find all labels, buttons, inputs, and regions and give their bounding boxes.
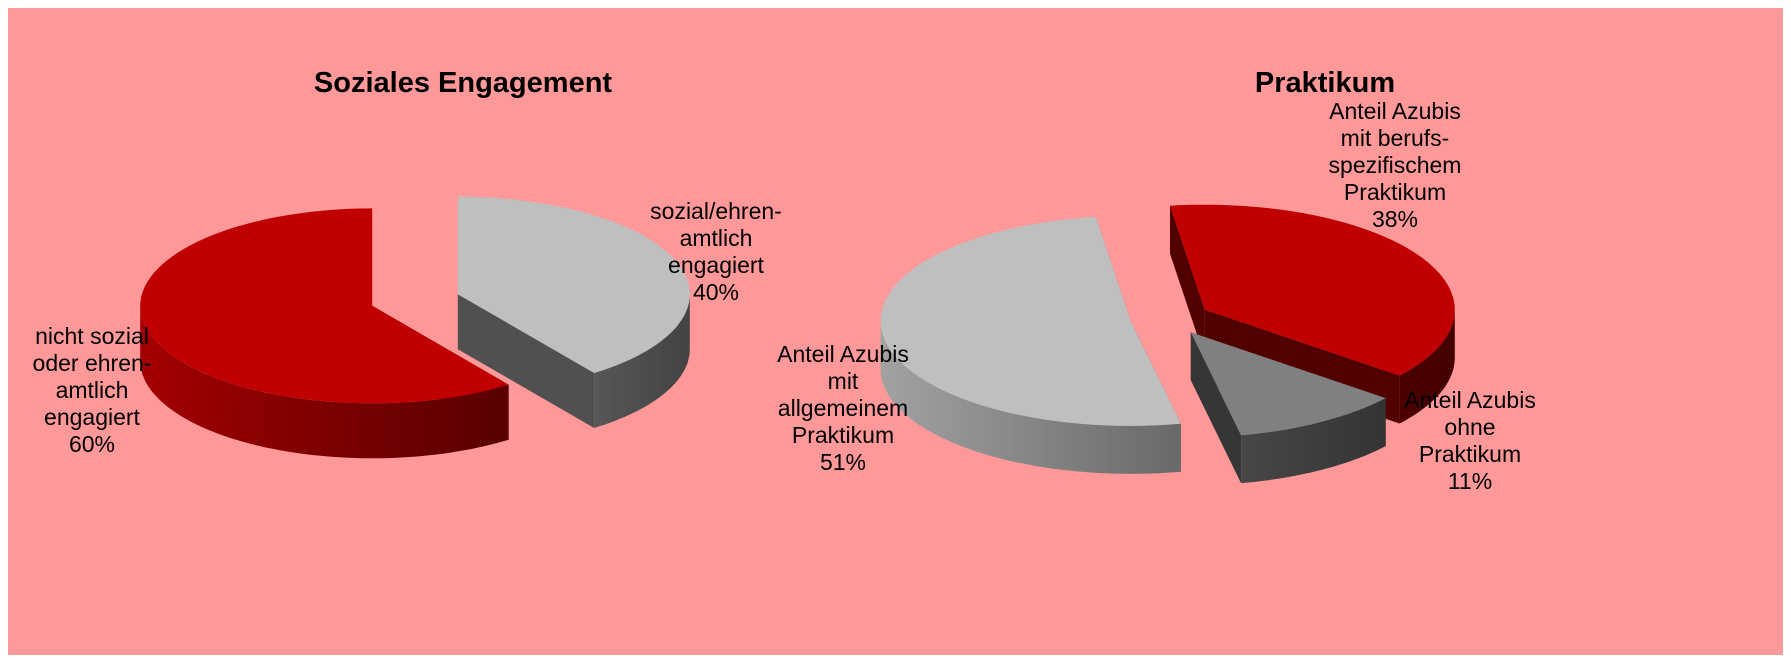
slice-value-label: 51%: [820, 449, 866, 475]
slice-value-label: 38%: [1372, 206, 1418, 232]
pie-slice: [457, 196, 690, 373]
slice-side: [594, 294, 690, 428]
pie-slice: [1170, 204, 1455, 376]
slice-label: Anteil Azubis ohne Praktikum: [1404, 387, 1536, 467]
pie-slice: [880, 216, 1181, 426]
slice-value-label: 60%: [69, 431, 115, 457]
pie-slice: [140, 208, 509, 404]
slice-wall: [1190, 332, 1242, 484]
slice-wall: [457, 294, 595, 428]
slice-side: [140, 305, 509, 459]
slice-side: [880, 320, 1181, 474]
slice-value-label: 11%: [1448, 468, 1492, 494]
slice-wall: [1170, 205, 1205, 358]
slice-label: nicht sozial oder ehren-amtlich engagiert: [33, 323, 152, 430]
chart-title: Praktikum: [1255, 67, 1395, 99]
slice-side: [1241, 398, 1386, 484]
slice-label: Anteil Azubis mit allgemeinem Praktikum: [777, 341, 909, 448]
slice-label: sozial/ehren-amtlich engagiert: [650, 198, 782, 278]
slice-label: Anteil Azubis mit berufs-spezifischem Prak…: [1329, 98, 1462, 205]
chart-title: Soziales Engagement: [314, 67, 612, 99]
pie-slice: [1190, 332, 1386, 436]
slice-value-label: 40%: [693, 279, 739, 305]
slice-side: [1399, 309, 1455, 424]
